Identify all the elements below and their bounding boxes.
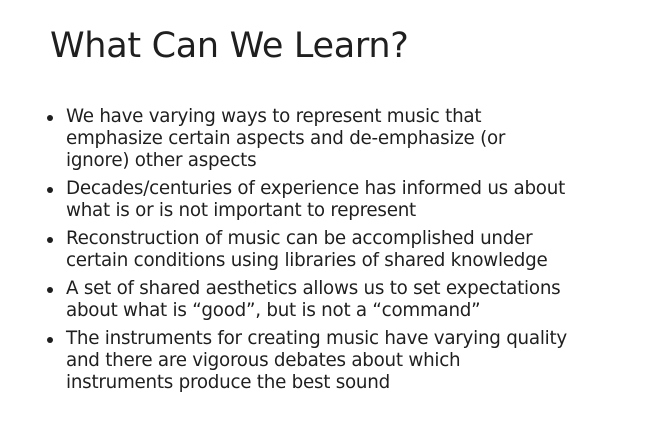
slide-title: What Can We Learn? [50, 26, 409, 66]
bullet-line: emphasize certain aspects and de-emphasi… [66, 128, 506, 149]
bullet-list: We have varying ways to represent music … [44, 106, 644, 400]
bullet-item: We have varying ways to represent music … [44, 106, 644, 172]
bullet-item: A set of shared aesthetics allows us to … [44, 278, 644, 322]
bullet-item: Reconstruction of music can be accomplis… [44, 228, 644, 272]
bullet-dot-icon [47, 337, 53, 343]
bullet-item: Decades/centuries of experience has info… [44, 178, 644, 222]
bullet-line: The instruments for creating music have … [66, 328, 567, 349]
bullet-line: about what is “good”, but is not a “comm… [66, 300, 481, 321]
bullet-line: certain conditions using libraries of sh… [66, 250, 548, 271]
bullet-dot-icon [47, 287, 53, 293]
bullet-line: Reconstruction of music can be accomplis… [66, 228, 533, 249]
bullet-dot-icon [47, 187, 53, 193]
bullet-dot-icon [47, 237, 53, 243]
bullet-line: We have varying ways to represent music … [66, 106, 482, 127]
bullet-item: The instruments for creating music have … [44, 328, 644, 394]
bullet-line: and there are vigorous debates about whi… [66, 350, 461, 371]
bullet-line: instruments produce the best sound [66, 372, 390, 393]
bullet-line: what is or is not important to represent [66, 200, 416, 221]
bullet-dot-icon [47, 115, 53, 121]
bullet-line: ignore) other aspects [66, 150, 257, 171]
bullet-line: A set of shared aesthetics allows us to … [66, 278, 561, 299]
bullet-line: Decades/centuries of experience has info… [66, 178, 565, 199]
